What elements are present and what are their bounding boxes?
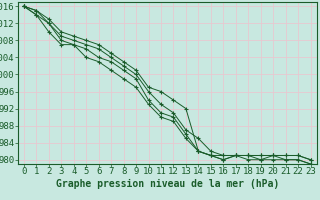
X-axis label: Graphe pression niveau de la mer (hPa): Graphe pression niveau de la mer (hPa) bbox=[56, 179, 279, 189]
